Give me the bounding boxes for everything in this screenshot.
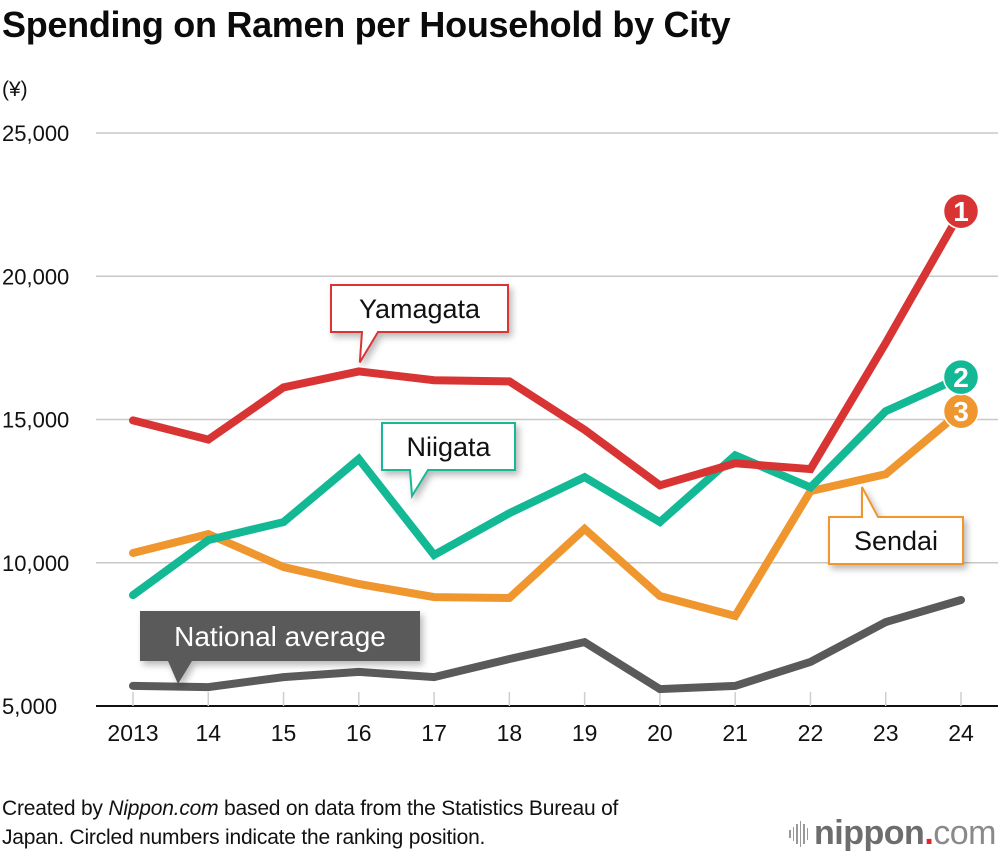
y-axis-ticks: 5,000 10,000 15,000 20,000 25,000 bbox=[2, 121, 69, 719]
x-tick-label: 14 bbox=[195, 720, 221, 746]
series-line-national-average bbox=[129, 596, 965, 694]
callout-box bbox=[828, 486, 964, 565]
callout-yamagata bbox=[330, 284, 509, 363]
rank-markers: 32 1 bbox=[942, 192, 980, 430]
x-tick-label: 19 bbox=[572, 720, 598, 746]
rank-number: 1 bbox=[953, 196, 969, 227]
rank-badge-2: 2 bbox=[942, 358, 980, 396]
y-tick-label: 25,000 bbox=[2, 121, 69, 146]
callout-label: Sendai bbox=[854, 526, 938, 556]
sound-wave-icon bbox=[789, 820, 809, 847]
series-callouts: Yamagata Niigata Sendai National average bbox=[140, 284, 964, 684]
rank-number: 2 bbox=[953, 362, 969, 393]
rank-number: 3 bbox=[953, 396, 969, 427]
y-tick-label: 15,000 bbox=[2, 408, 69, 433]
x-tick-label: 2013 bbox=[107, 720, 158, 746]
x-tick-label: 18 bbox=[497, 720, 523, 746]
series-line-yamagata bbox=[129, 207, 965, 490]
y-tick-label: 10,000 bbox=[2, 551, 69, 576]
source-text-line2: Japan. Circled numbers indicate the rank… bbox=[2, 826, 486, 849]
x-tick-label: 22 bbox=[798, 720, 824, 746]
callout-box bbox=[330, 284, 509, 363]
callout-national-average bbox=[140, 611, 420, 684]
callout-label: Niigata bbox=[406, 432, 491, 462]
x-tick-label: 15 bbox=[271, 720, 297, 746]
x-tick-label: 23 bbox=[873, 720, 899, 746]
callout-label: National average bbox=[174, 621, 386, 652]
y-tick-label: 5,000 bbox=[2, 694, 57, 719]
logo-wordmark: nippon.com bbox=[814, 814, 996, 852]
x-tick-label: 20 bbox=[647, 720, 673, 746]
x-tick-label: 17 bbox=[421, 720, 447, 746]
callout-niigata bbox=[381, 422, 516, 500]
x-tick-label: 21 bbox=[722, 720, 748, 746]
y-tick-label: 20,000 bbox=[2, 264, 69, 289]
rank-badge-1: 1 bbox=[942, 192, 980, 230]
series-lines bbox=[129, 207, 965, 694]
source-text-pre: Created by bbox=[2, 797, 109, 820]
y-axis-unit-label: (¥) bbox=[2, 78, 28, 101]
source-brand: Nippon.com bbox=[108, 797, 219, 820]
source-note: Created by Nippon.com based on data from… bbox=[2, 794, 618, 852]
series-line-sendai bbox=[129, 407, 965, 621]
nippon-logo: nippon.com bbox=[789, 814, 996, 853]
source-text-post: based on data from the Statistics Bureau… bbox=[218, 797, 619, 820]
callout-sendai bbox=[828, 486, 964, 565]
callout-box bbox=[140, 611, 420, 684]
callout-label: Yamagata bbox=[359, 294, 481, 324]
chart-title: Spending on Ramen per Household by City bbox=[2, 4, 731, 45]
callout-box bbox=[381, 422, 516, 500]
rank-badge-3: 3 bbox=[942, 392, 980, 430]
x-axis: 2013 14 15 16 17 18 19 20 21 22 23 24 bbox=[96, 692, 998, 746]
x-tick-label: 24 bbox=[948, 720, 974, 746]
series-line-niigata bbox=[129, 373, 965, 600]
x-tick-label: 16 bbox=[346, 720, 372, 746]
